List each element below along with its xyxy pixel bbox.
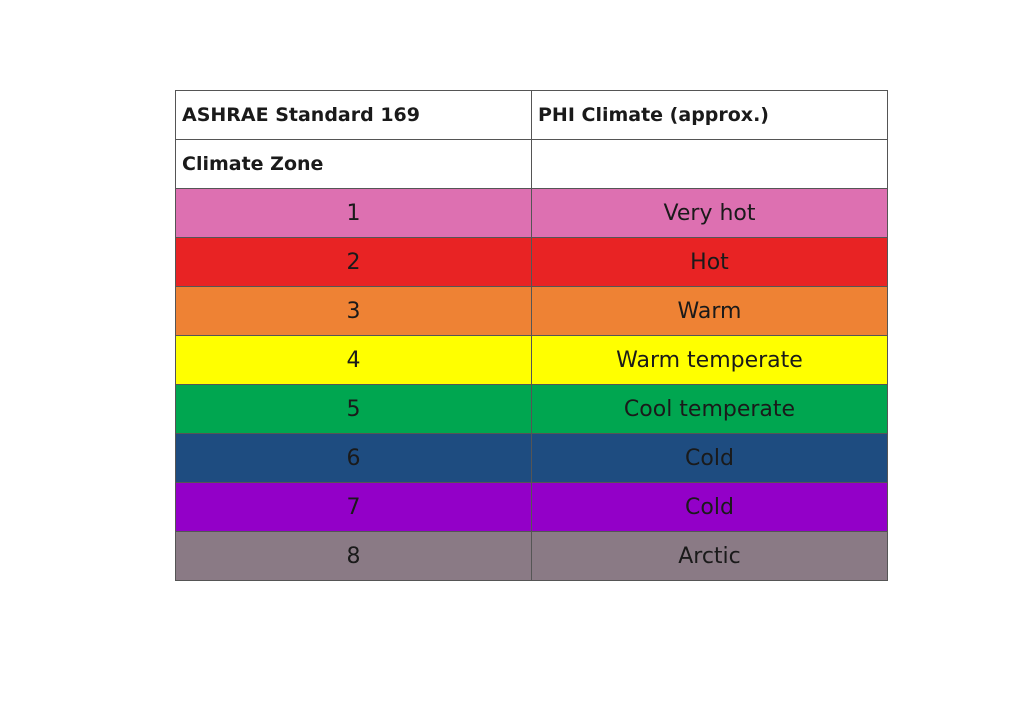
phi-climate-cell: Hot [531,237,888,287]
climate-zone-cell: 6 [175,433,532,483]
header-phi-climate: PHI Climate (approx.) [531,90,888,140]
table-row: 1 Very hot [175,188,888,238]
table-row: 3 Warm [175,286,888,336]
phi-climate-cell: Cold [531,433,888,483]
climate-zone-cell: 2 [175,237,532,287]
table-row: 7 Cold [175,482,888,532]
climate-zone-cell: 4 [175,335,532,385]
phi-climate-cell: Cool temperate [531,384,888,434]
table-row: 8 Arctic [175,531,888,581]
phi-climate-cell: Cold [531,482,888,532]
phi-climate-cell: Arctic [531,531,888,581]
table-row: 2 Hot [175,237,888,287]
climate-zone-table: ASHRAE Standard 169 PHI Climate (approx.… [175,90,888,581]
header-row: ASHRAE Standard 169 PHI Climate (approx.… [175,90,888,140]
table-row: 5 Cool temperate [175,384,888,434]
table-row: 6 Cold [175,433,888,483]
climate-zone-cell: 1 [175,188,532,238]
phi-climate-cell: Warm temperate [531,335,888,385]
climate-zone-cell: 7 [175,482,532,532]
climate-zone-cell: 8 [175,531,532,581]
table-row: 4 Warm temperate [175,335,888,385]
phi-climate-cell: Warm [531,286,888,336]
subheader-row: Climate Zone [175,139,888,189]
phi-climate-cell: Very hot [531,188,888,238]
header-ashrae-standard: ASHRAE Standard 169 [175,90,532,140]
header-climate-zone: Climate Zone [175,139,532,189]
climate-zone-cell: 3 [175,286,532,336]
climate-zone-cell: 5 [175,384,532,434]
header-empty-cell [531,139,888,189]
